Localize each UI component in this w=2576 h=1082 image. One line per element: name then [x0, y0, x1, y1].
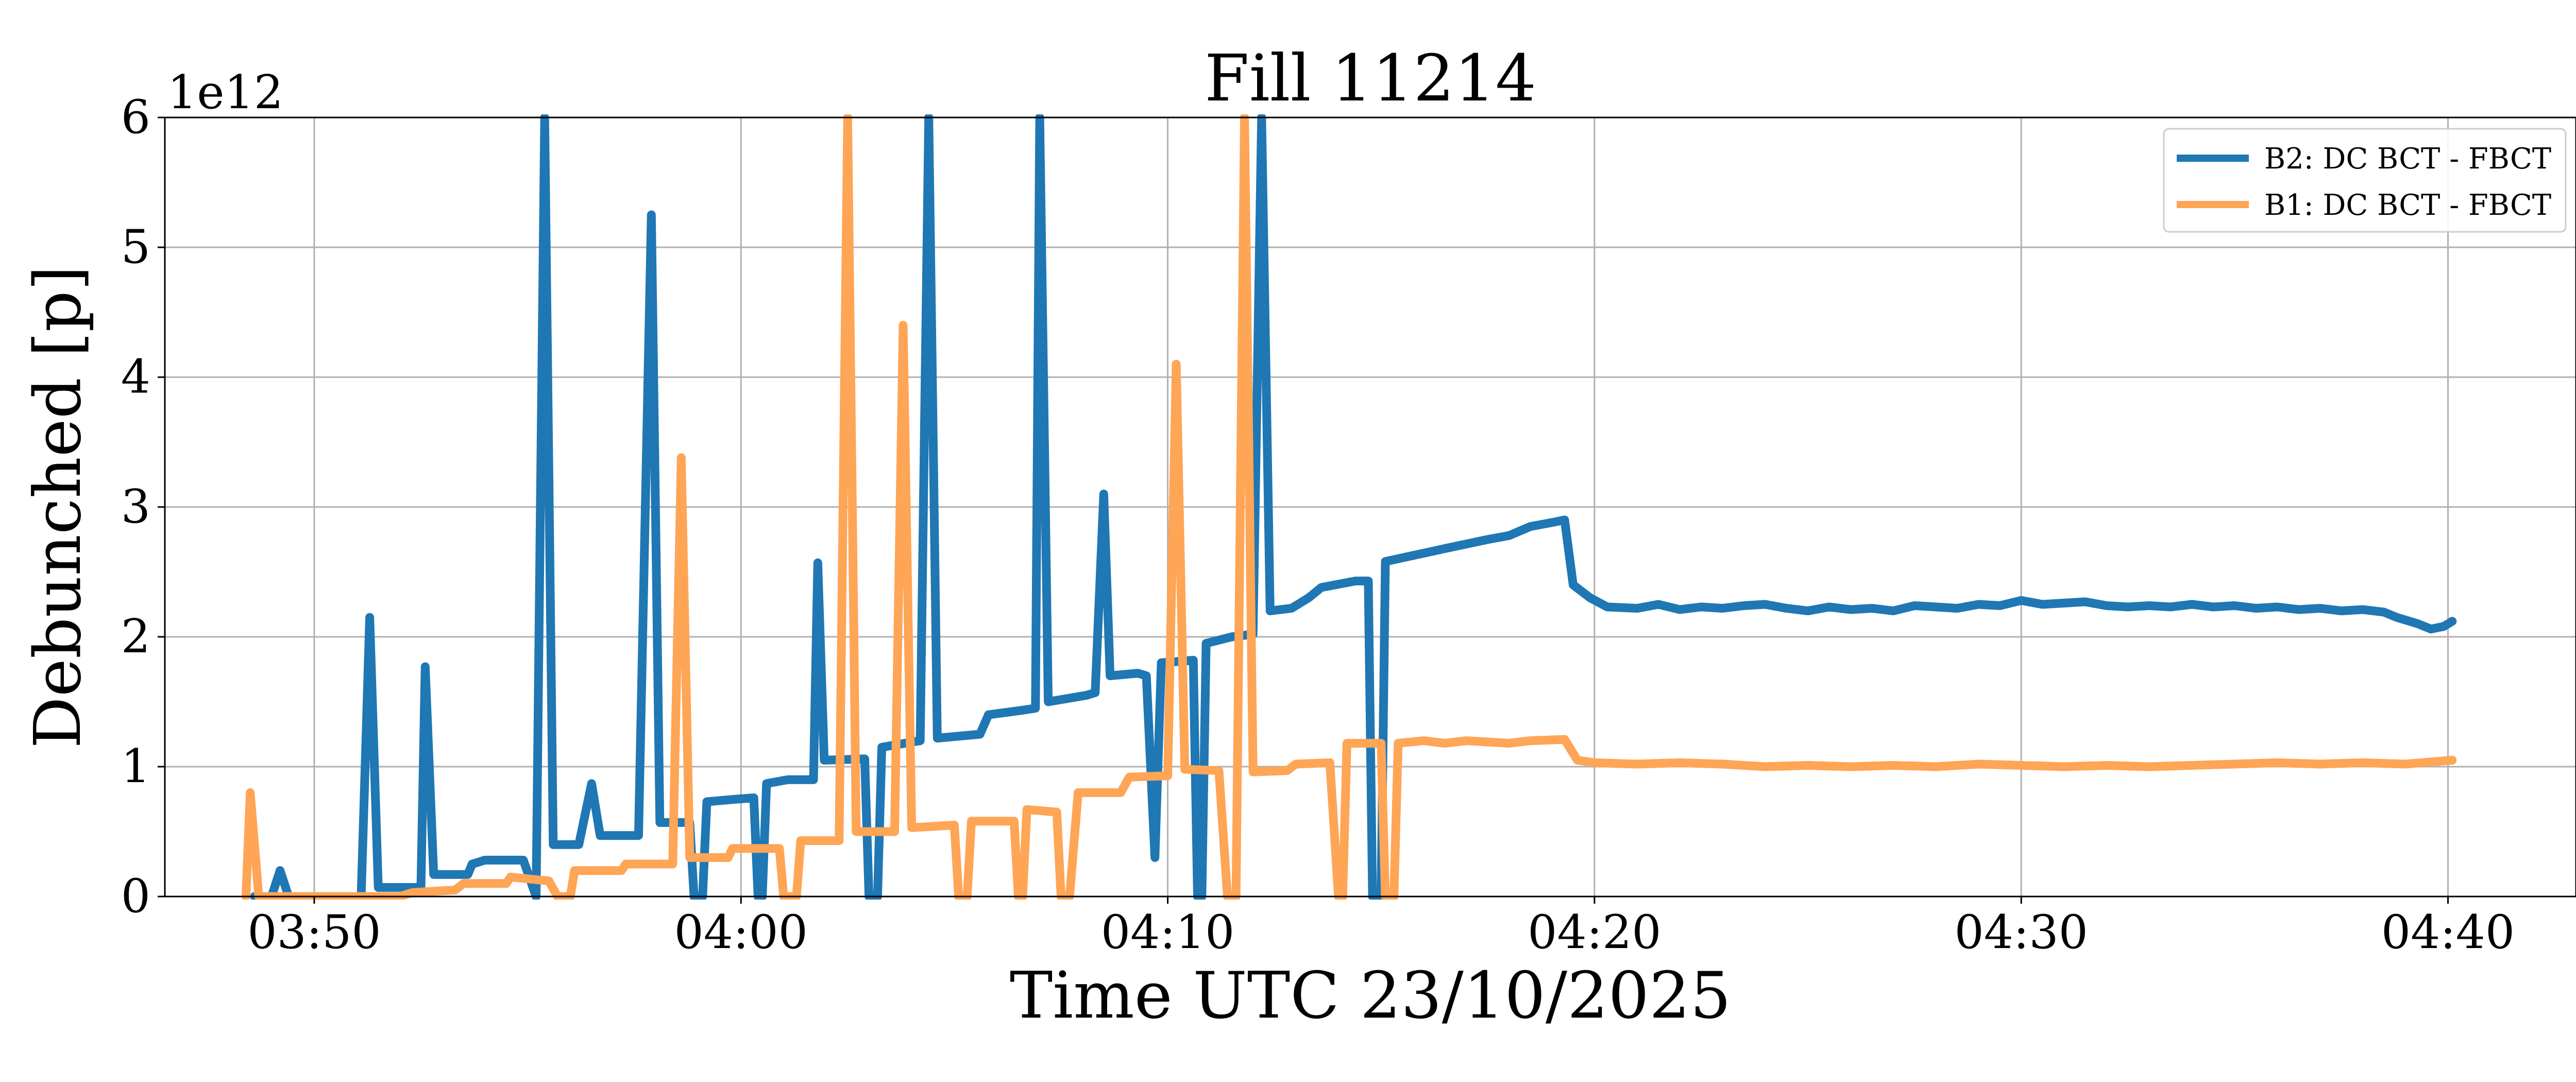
- legend-label-b1: B1: DC BCT - FBCT: [2264, 189, 2551, 222]
- legend: B2: DC BCT - FBCT B1: DC BCT - FBCT: [2163, 128, 2567, 233]
- y-axis-label: Debunched [p]: [21, 265, 95, 748]
- x-axis-label: Time UTC 23/10/2025: [1010, 958, 1731, 1033]
- x-tick-label: 04:20: [1528, 905, 1661, 959]
- y-tick-label: 2: [121, 610, 150, 664]
- y-tick-label: 4: [121, 350, 150, 404]
- ticks: [158, 116, 2449, 904]
- tick-labels: 03:50 04:00 04:10 04:20 04:30 04:40 0 1 2 3 4 5 6: [121, 90, 2515, 959]
- series-line-b1: [241, 114, 2457, 900]
- x-tick-label: 04:10: [1101, 905, 1234, 959]
- y-tick-label: 1: [121, 739, 150, 793]
- y-tick-label: 3: [121, 480, 150, 534]
- y-tick-label: 0: [121, 869, 150, 923]
- legend-label-b2: B2: DC BCT - FBCT: [2264, 142, 2551, 176]
- x-tick-label: 04:30: [1954, 905, 2088, 959]
- x-tick-label: 03:50: [247, 905, 381, 959]
- x-tick-label: 04:40: [2381, 905, 2515, 959]
- x-tick-label: 04:00: [674, 905, 808, 959]
- y-tick-label: 6: [121, 90, 150, 144]
- legend-box: [2163, 128, 2567, 233]
- y-axis-offset-label: 1e12: [167, 65, 283, 120]
- y-tick-label: 5: [121, 220, 150, 274]
- series-layer: [241, 114, 2457, 900]
- chart-title: Fill 11214: [1205, 41, 1536, 116]
